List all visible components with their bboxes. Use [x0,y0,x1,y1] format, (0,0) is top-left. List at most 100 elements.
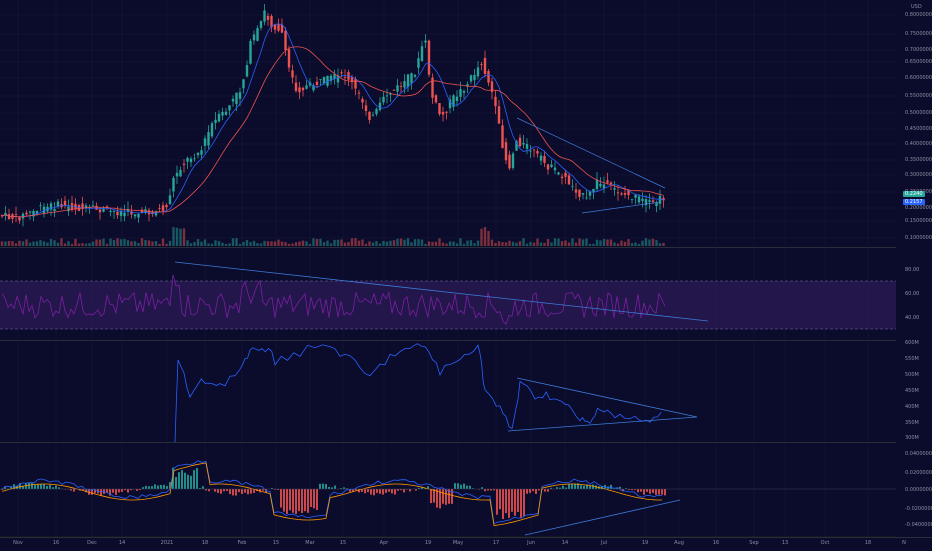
macd-histogram-bar [238,489,240,492]
macd-histogram-bar [532,489,534,491]
volume-bar [67,241,69,246]
macd-histogram-bar [307,489,309,513]
macd-histogram-bar [583,486,585,489]
candle-body [582,193,584,194]
candle-body [172,178,174,191]
volume-bar [634,243,636,246]
candle-body [473,75,475,80]
candle-body [421,46,423,61]
candle-body [235,93,237,105]
volume-bar [519,241,521,246]
macd-histogram-bar [526,489,528,494]
macd-histogram-bar [313,489,315,508]
macd-histogram-bar [463,484,465,489]
macd-histogram-bar [121,489,123,492]
macd-histogram-bar [643,489,645,495]
candle-body [120,211,122,215]
obv-tick-label: 450M [905,388,919,394]
macd-histogram-bar [409,489,411,491]
volume-bar [466,241,468,246]
candle-body [211,123,213,136]
macd-histogram-bar [376,489,378,493]
candle-body [372,115,374,116]
time-tick-label: 14 [119,540,125,546]
macd-histogram-bar [646,489,648,492]
macd-histogram-bar [580,485,582,489]
candle-body [340,72,342,73]
volume-bar [526,244,528,246]
chart-canvas[interactable] [0,0,896,537]
volume-bar [137,243,139,246]
volume-bar [29,243,31,246]
candle-body [463,91,465,93]
candle-body [386,95,388,96]
candle-body [193,158,195,159]
price-tick-label: 0.3000000 [905,172,932,178]
macd-tick-label: 0.0200000 [905,470,932,476]
volume-bar [456,243,458,246]
candle-body [480,64,482,65]
volume-bar [4,242,6,246]
volume-bar [421,240,423,246]
volume-bar [253,241,255,246]
macd-histogram-bar [46,486,48,489]
volume-bar [407,238,409,246]
time-tick-label: May [453,540,463,546]
candle-body [134,214,136,216]
candle-body [204,138,206,145]
volume-bar [151,241,153,246]
macd-histogram-bar [454,483,456,489]
volume-bar [218,241,220,246]
macd-histogram-bar [115,489,117,495]
volume-bar [78,244,80,246]
volume-bar [270,241,272,246]
volume-bar [305,241,307,246]
volume-bar [372,243,374,246]
volume-bar [88,243,90,246]
volume-bar [396,239,398,246]
volume-bar [267,241,269,246]
candle-body [218,114,220,121]
volume-bar [99,240,101,246]
candle-body [414,75,416,77]
candle-body [442,112,444,115]
volume-bar [540,243,542,246]
time-scale[interactable] [0,537,932,551]
volume-bar [36,241,38,246]
macd-histogram-bar [244,489,246,493]
macd-histogram-bar [460,485,462,489]
volume-bar [435,242,437,246]
time-tick-label: Sep [749,540,758,546]
time-tick-label: Nov [13,540,23,546]
macd-histogram-bar [151,486,153,489]
volume-bar [1,241,3,246]
macd-histogram-bar [568,484,570,489]
volume-bar [8,241,10,246]
candle-body [641,199,643,201]
volume-bar [113,240,115,246]
macd-histogram-bar [289,489,291,510]
time-tick-label: 18 [865,540,871,546]
macd-histogram-bar [247,489,249,494]
candle-body [459,89,461,97]
ma-price-badge: 0.2157 [903,199,925,205]
candle-body [617,192,619,193]
macd-histogram-bar [481,487,483,489]
price-tick-label: 0.3500000 [905,157,932,163]
volume-bar [330,243,332,246]
volume-bar [288,244,290,246]
candle-body [536,151,538,154]
macd-histogram-bar [43,484,45,489]
volume-bar [256,243,258,246]
macd-histogram-bar [283,489,285,512]
candle-body [288,49,290,67]
candle-body [15,214,17,215]
volume-bar [319,239,321,246]
macd-histogram-bar [241,489,243,494]
candle-body [116,212,118,216]
volume-bar [487,231,489,246]
volume-bar [480,229,482,246]
candle-body [400,86,402,87]
candle-body [396,85,398,91]
volume-bar [204,239,206,246]
